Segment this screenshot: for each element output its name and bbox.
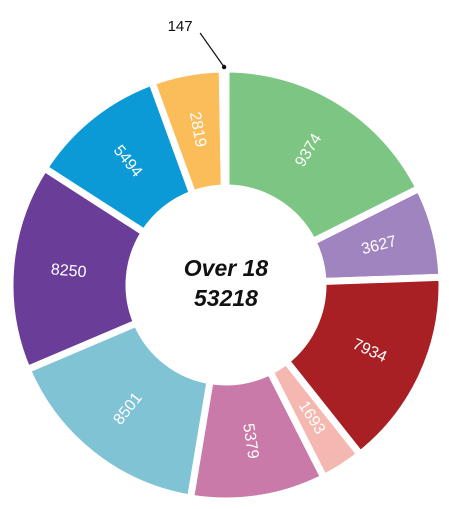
center-label: Over 18 <box>184 255 269 281</box>
slice <box>222 65 423 246</box>
slice-label: 2819 <box>186 111 209 149</box>
leader-line <box>199 32 225 68</box>
slice-label: 5379 <box>239 422 261 460</box>
slice <box>6 164 148 374</box>
slice <box>23 319 214 502</box>
slice-label: 147 <box>168 18 193 35</box>
center-total: 53218 <box>194 285 258 311</box>
leader-dot <box>221 64 227 70</box>
slices <box>6 65 446 505</box>
slice <box>218 65 230 192</box>
slice-label: 8250 <box>50 261 87 281</box>
